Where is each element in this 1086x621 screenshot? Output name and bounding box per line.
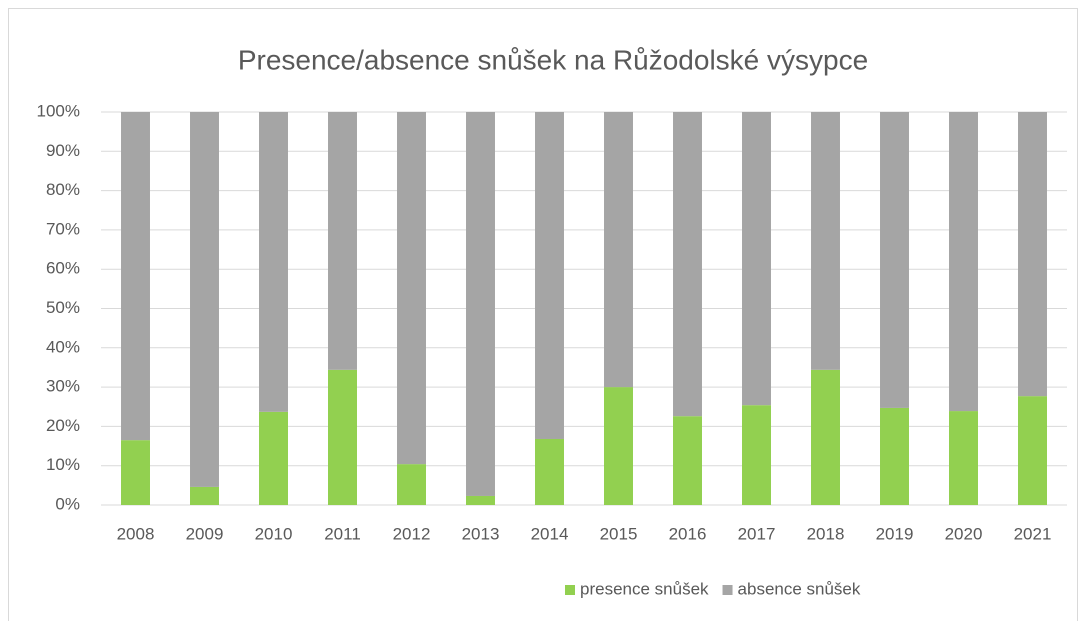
bar-segment <box>259 411 288 505</box>
bar-segment <box>880 407 909 505</box>
legend-label: presence snůšek <box>580 579 709 598</box>
x-tick-label: 2014 <box>531 524 569 543</box>
bar-segment <box>949 411 978 505</box>
legend-label: absence snůšek <box>738 579 861 598</box>
y-tick-label: 50% <box>46 298 80 317</box>
x-tick-label: 2009 <box>186 524 224 543</box>
bar-segment <box>535 438 564 505</box>
bar-segment <box>673 112 702 417</box>
bar-segment <box>397 112 426 465</box>
bar-segment <box>880 112 909 408</box>
legend-swatch <box>722 585 733 595</box>
chart-title: Presence/absence snůšek na Růžodolské vý… <box>238 44 868 75</box>
bar-segment <box>328 369 357 505</box>
x-tick-label: 2015 <box>600 524 638 543</box>
y-tick-label: 20% <box>46 416 80 435</box>
y-tick-label: 90% <box>46 141 80 160</box>
bar-segment <box>190 486 219 505</box>
bar-segment <box>742 112 771 406</box>
bar-segment <box>604 112 633 388</box>
bar-segment <box>328 112 357 370</box>
bar-segment <box>121 440 150 505</box>
bar-segment <box>397 464 426 505</box>
bar-segment <box>1018 112 1047 397</box>
x-tick-label: 2008 <box>117 524 155 543</box>
y-tick-label: 80% <box>46 180 80 199</box>
y-tick-label: 10% <box>46 455 80 474</box>
bar-segment <box>259 112 288 412</box>
x-tick-label: 2012 <box>393 524 431 543</box>
x-tick-label: 2016 <box>669 524 707 543</box>
bar-segment <box>535 112 564 439</box>
x-tick-label: 2021 <box>1014 524 1052 543</box>
bar-segment <box>466 495 495 505</box>
x-tick-label: 2017 <box>738 524 776 543</box>
x-tick-label: 2010 <box>255 524 293 543</box>
x-tick-label: 2019 <box>876 524 914 543</box>
bar-segment <box>190 112 219 487</box>
bar-segment <box>811 112 840 370</box>
bar-segment <box>811 369 840 505</box>
bar-segment <box>1018 396 1047 505</box>
bar-segment <box>949 112 978 412</box>
x-tick-label: 2013 <box>462 524 500 543</box>
y-tick-label: 0% <box>55 494 80 513</box>
bar-segment <box>121 112 150 441</box>
y-tick-label: 60% <box>46 259 80 278</box>
bar-segment <box>673 416 702 505</box>
y-tick-label: 40% <box>46 337 80 356</box>
x-tick-label: 2020 <box>945 524 983 543</box>
y-tick-label: 100% <box>37 101 80 120</box>
bar-segment <box>466 112 495 496</box>
x-tick-label: 2011 <box>324 524 361 543</box>
legend-swatch <box>565 585 575 595</box>
bar-segment <box>742 405 771 505</box>
bar-segment <box>604 387 633 505</box>
y-tick-label: 30% <box>46 377 80 396</box>
y-tick-label: 70% <box>46 219 80 238</box>
x-tick-label: 2018 <box>807 524 845 543</box>
